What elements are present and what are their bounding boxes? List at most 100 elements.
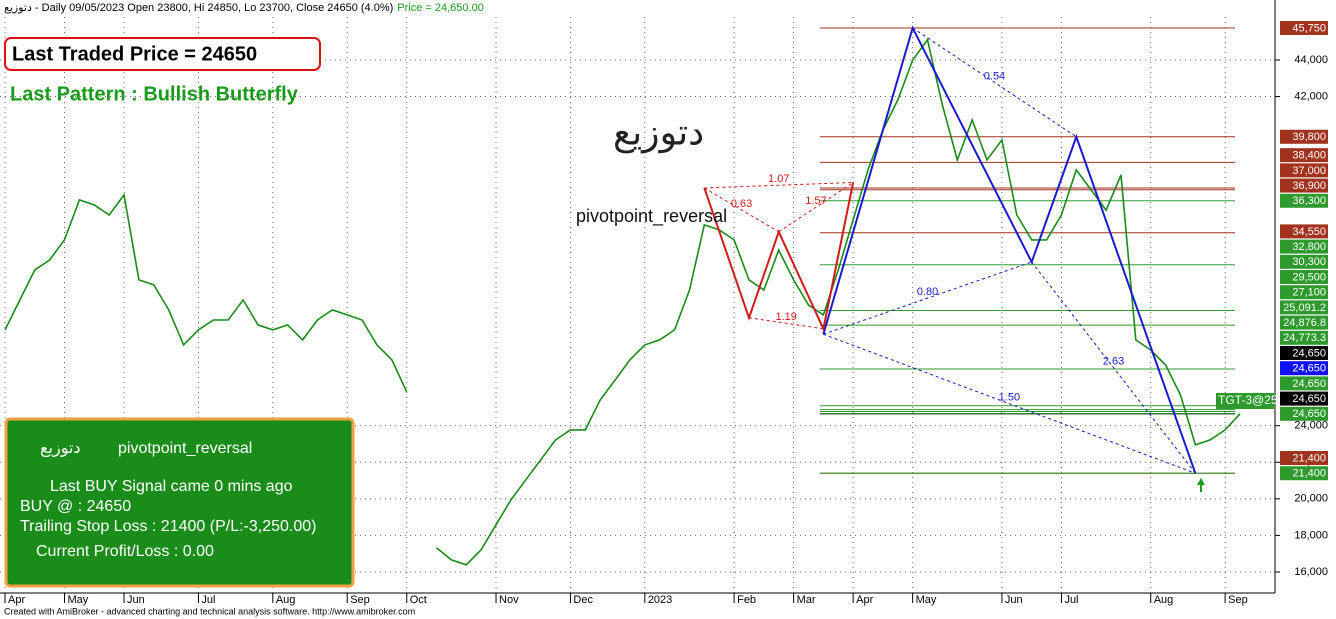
- level-box: [1280, 270, 1328, 284]
- level-box: [1280, 163, 1328, 178]
- panel-line: Trailing Stop Loss : 21400 (P/L:-3,250.0…: [20, 518, 316, 535]
- x-tick-label: Mar: [797, 594, 816, 606]
- chart-title: Last Traded Price = 24650: [12, 43, 257, 65]
- panel-line: Last BUY Signal came 0 mins ago: [50, 478, 293, 495]
- ratio-label: 2.63: [1103, 356, 1124, 368]
- ratio-line: [823, 261, 1032, 335]
- ratio-line: [704, 187, 779, 233]
- x-tick-label: Aug: [1154, 594, 1174, 606]
- x-tick-label: Jul: [201, 594, 215, 606]
- ratio-line: [704, 181, 854, 189]
- y-tick-label: 44,000: [1294, 54, 1328, 66]
- price-line: [4, 38, 1241, 566]
- header-price: Price = 24,650.00: [397, 2, 484, 14]
- x-tick-label: Sep: [350, 594, 370, 606]
- title-box: [4, 37, 321, 71]
- x-tick-label: 2023: [648, 594, 672, 606]
- level-label: 25,091.2: [1283, 302, 1326, 314]
- level-label: 24,650: [1292, 393, 1326, 405]
- x-tick-label: Sep: [1228, 594, 1248, 606]
- ratio-label: 0.80: [917, 286, 938, 298]
- ratio-line: [1031, 261, 1196, 474]
- level-box: [1280, 148, 1328, 163]
- footer: Created with AmiBroker - advanced charti…: [4, 606, 415, 616]
- level-box: [1280, 224, 1328, 239]
- y-tick-label: 24,000: [1294, 420, 1328, 432]
- y-tick-label: 16,000: [1294, 566, 1328, 578]
- level-label: 36,900: [1292, 180, 1326, 192]
- panel-symbol: دتوزيع: [40, 440, 81, 458]
- panel-line: Current Profit/Loss : 0.00: [36, 543, 214, 560]
- ratio-line: [778, 182, 854, 233]
- x-tick-label: Apr: [8, 594, 25, 606]
- ratio-label: 0.54: [984, 70, 1005, 82]
- x-tick-label: May: [68, 594, 89, 606]
- ratio-line: [823, 333, 1196, 474]
- ratio-label: 1.50: [999, 392, 1020, 404]
- ratio-line: [912, 27, 1077, 138]
- ratio-label: 1.07: [768, 173, 789, 185]
- x-tick-label: May: [916, 594, 937, 606]
- x-tick-label: Jul: [1064, 594, 1078, 606]
- level-box: [1280, 361, 1328, 376]
- y-tick-label: 18,000: [1294, 529, 1328, 541]
- level-label: 30,300: [1292, 256, 1326, 268]
- level-box: [1280, 239, 1328, 254]
- level-box: [1280, 285, 1328, 300]
- x-tick-label: Feb: [737, 594, 756, 606]
- level-label: 36,300: [1292, 195, 1326, 207]
- level-label: 29,500: [1292, 271, 1326, 283]
- watermark: دتوزيع: [613, 112, 704, 154]
- header: دتوزيع - Daily 09/05/2023 Open 23800, Hi…: [4, 2, 393, 14]
- info-panel: [4, 417, 355, 588]
- buy-arrow: [1197, 478, 1205, 492]
- level-label: 45,750: [1292, 22, 1326, 34]
- level-label: 39,800: [1292, 131, 1326, 143]
- level-box: [1280, 315, 1328, 330]
- level-box: [1280, 330, 1328, 345]
- level-box: [1280, 20, 1328, 35]
- level-box: [1280, 346, 1328, 360]
- x-tick-label: Aug: [276, 594, 296, 606]
- level-box: [1280, 129, 1328, 144]
- level-label: 24,876.8: [1283, 317, 1326, 329]
- ratio-line: [748, 317, 824, 330]
- level-label: 34,550: [1292, 226, 1326, 238]
- level-label: 21,400: [1292, 468, 1326, 480]
- level-label: 27,100: [1292, 287, 1326, 299]
- level-label: 38,400: [1292, 150, 1326, 162]
- level-box: [1280, 178, 1328, 193]
- level-box: [1280, 451, 1328, 466]
- level-box: [1280, 406, 1328, 421]
- system-name: pivotpoint_reversal: [576, 206, 727, 227]
- level-label: 24,650: [1292, 363, 1326, 375]
- x-tick-label: Jun: [1005, 594, 1023, 606]
- x-tick-label: Oct: [410, 594, 427, 606]
- level-box: [1280, 300, 1328, 315]
- level-label: 21,400: [1292, 452, 1326, 464]
- level-box: [1280, 466, 1328, 481]
- y-tick-label: 20,000: [1294, 493, 1328, 505]
- level-label: 24,650: [1292, 347, 1326, 359]
- level-label: 24,650: [1292, 378, 1326, 390]
- ratio-label: 0.63: [731, 198, 752, 210]
- y-tick-label: 42,000: [1294, 90, 1328, 102]
- ratio-label: 1.57: [805, 195, 826, 207]
- level-box: [1280, 376, 1328, 391]
- ratio-label: 1.19: [775, 311, 796, 323]
- plot-area: 0.54 0.80 1.50 2.63 1.07 0.63 1.57 1.19: [0, 17, 1275, 593]
- x-tick-label: Nov: [499, 594, 519, 606]
- pattern-line: [703, 182, 855, 332]
- target-box: [1216, 393, 1274, 409]
- level-label: 24,650: [1292, 408, 1326, 420]
- chart-subtitle: Last Pattern : Bullish Butterfly: [10, 83, 299, 105]
- x-tick-label: Dec: [573, 594, 593, 606]
- pattern-line: [822, 25, 1197, 474]
- level-box: [1280, 193, 1328, 208]
- panel-system: pivotpoint_reversal: [118, 440, 252, 457]
- level-label: 37,000: [1292, 165, 1326, 177]
- x-tick-label: Apr: [856, 594, 873, 606]
- x-tick-label: Jun: [127, 594, 145, 606]
- panel-line: BUY @ : 24650: [20, 498, 131, 515]
